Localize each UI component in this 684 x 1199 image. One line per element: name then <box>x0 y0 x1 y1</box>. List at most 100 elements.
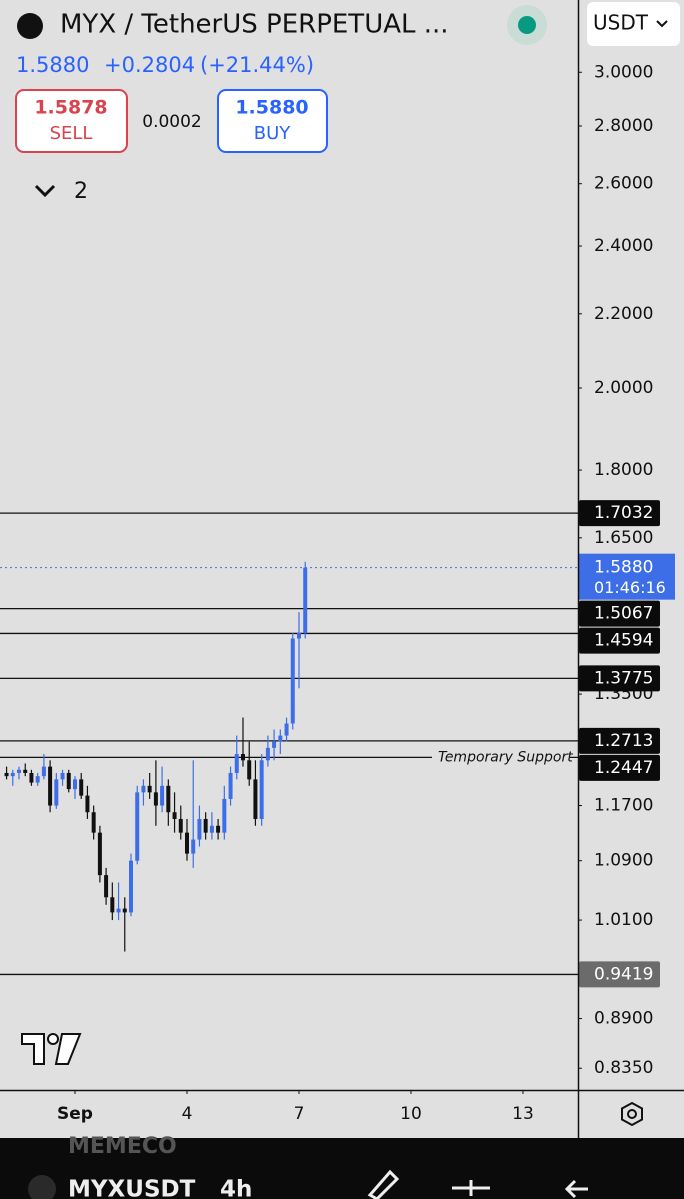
x-tick-label: Sep <box>57 1104 93 1124</box>
candle-body <box>203 818 208 833</box>
footer-symbol[interactable]: MYXUSDT <box>68 1177 196 1199</box>
candle-body <box>85 795 90 813</box>
status-dot <box>518 16 536 34</box>
header: MYX / TetherUS PERPETUAL ... 1.5880 +0.2… <box>15 5 547 204</box>
y-tick-label: 2.6000 <box>594 174 653 194</box>
footer: MEMECO MYXUSDT 4h <box>0 1134 684 1199</box>
draw-icon[interactable] <box>367 1169 400 1199</box>
candle-body <box>272 741 277 748</box>
candle-body <box>17 769 22 773</box>
y-tick-label: 2.4000 <box>594 236 653 256</box>
undo-icon[interactable] <box>564 1179 588 1199</box>
y-tick-label: 3.0000 <box>594 62 653 82</box>
background-symbol: MEMECO <box>68 1134 177 1159</box>
candle-body <box>228 772 233 799</box>
candle-body <box>216 825 221 833</box>
footer-interval[interactable]: 4h <box>220 1177 252 1199</box>
y-tick-label: 1.8000 <box>594 460 653 480</box>
candle-body <box>97 832 102 876</box>
currency-dropdown[interactable] <box>587 2 680 46</box>
candle-body <box>265 747 270 761</box>
candle-body <box>259 760 264 819</box>
price-line-box <box>579 500 660 527</box>
candle-body <box>284 723 289 736</box>
candle-body <box>197 818 202 840</box>
candle-body <box>48 766 53 806</box>
buy-label: BUY <box>254 123 292 144</box>
candle-body <box>66 772 71 790</box>
candle-body <box>122 908 127 913</box>
candle-body <box>91 812 96 833</box>
candle-body <box>4 772 9 777</box>
footer-symbol-icon <box>28 1175 56 1199</box>
candle-body <box>141 785 146 793</box>
candle-body <box>296 633 301 639</box>
price-line-box <box>579 961 660 988</box>
plot: 3.0000 2.8000 2.6000 2.4000 2.2000 2.0000 1.80… <box>0 62 675 1124</box>
x-tick-label: 7 <box>294 1104 305 1124</box>
price-line-label: 1.2713 <box>594 731 653 751</box>
price-line-box <box>579 727 660 754</box>
settings-icon-center <box>627 1109 637 1119</box>
currency: USDT <box>593 11 649 35</box>
x-tick-label: 4 <box>182 1104 193 1124</box>
change-pct: (+21.44%) <box>200 53 314 77</box>
sell-button[interactable] <box>15 89 128 153</box>
price-line-box <box>579 754 660 781</box>
spread: 0.0002 <box>142 112 201 132</box>
y-tick-label: 2.0000 <box>594 378 653 398</box>
candle-body <box>191 839 196 854</box>
candle-body <box>60 772 65 780</box>
price-line-label: 1.7032 <box>594 503 653 523</box>
price-line-box <box>579 627 660 654</box>
buy-price: 1.5880 <box>235 97 308 119</box>
candle-body <box>178 818 183 833</box>
candle-body <box>23 769 28 773</box>
price-line-label: 1.4594 <box>594 631 653 651</box>
x-tick-label: 13 <box>512 1104 534 1124</box>
current-price-label: 1.5880 <box>594 558 653 578</box>
candle-body <box>153 792 158 806</box>
candle-body <box>147 785 152 793</box>
candle-body <box>222 798 227 833</box>
candle-body <box>41 766 46 777</box>
settings-icon[interactable] <box>621 1101 643 1127</box>
candle-body <box>135 792 140 861</box>
current-price-box <box>579 553 675 600</box>
y-tick-label: 0.8900 <box>594 1009 653 1029</box>
candle-body <box>172 812 177 819</box>
price-line-label: 1.5067 <box>594 604 653 624</box>
last-price: 1.5880 <box>16 53 89 77</box>
y-tick-label: 1.0900 <box>594 851 653 871</box>
sell-price: 1.5878 <box>34 97 107 119</box>
candle-body <box>290 638 295 724</box>
price-line-box <box>579 600 660 627</box>
y-tick-label: 2.8000 <box>594 116 653 136</box>
indicators-count: 2 <box>74 179 88 204</box>
candle-body <box>10 772 15 777</box>
price-line-label: 1.3775 <box>594 668 653 688</box>
candle-body <box>79 779 84 796</box>
y-tick-label: 1.1700 <box>594 796 653 816</box>
change: +0.2804 <box>104 53 195 77</box>
buy-button[interactable] <box>217 89 328 153</box>
candle-body <box>253 779 258 819</box>
candle-body <box>166 785 171 813</box>
sell-label: SELL <box>50 123 93 144</box>
candle-body <box>234 754 239 773</box>
y-tick-label: 1.6500 <box>594 528 653 548</box>
price-line-box <box>579 665 660 692</box>
candle-body <box>116 908 121 913</box>
collapse-icon[interactable] <box>34 184 56 198</box>
candle-body <box>54 779 59 806</box>
indicator-icon[interactable] <box>452 1180 490 1196</box>
x-tick-label: 10 <box>400 1104 422 1124</box>
candle-body <box>29 772 34 783</box>
y-tick-label: 1.0100 <box>594 910 653 930</box>
candle-body <box>278 735 283 742</box>
candle-body <box>128 860 133 913</box>
y-tick-label: 2.2000 <box>594 304 653 324</box>
candle-body <box>240 754 245 761</box>
